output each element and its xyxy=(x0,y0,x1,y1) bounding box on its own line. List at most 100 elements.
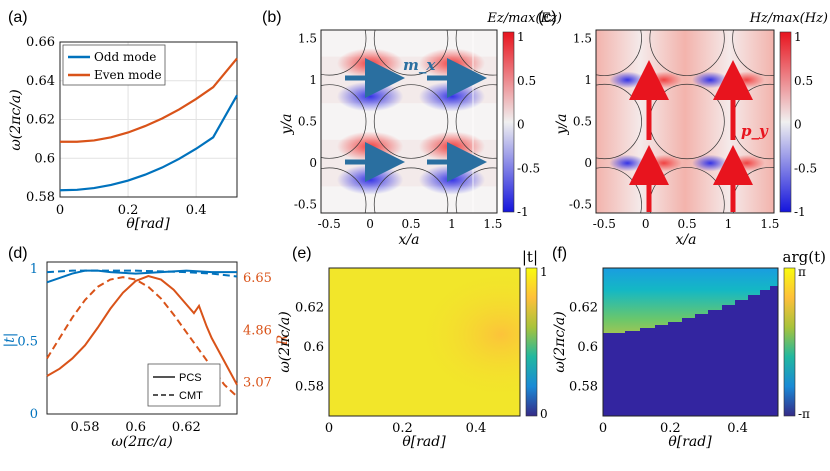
field-lobe-positive xyxy=(418,131,486,162)
y-axis-label-e: ω(2πc/a) xyxy=(277,311,293,372)
colorbar-tick-label: π xyxy=(798,265,806,279)
field-map-c xyxy=(596,30,774,213)
hole-outline xyxy=(455,167,497,213)
hole-outline xyxy=(596,167,642,213)
y-axis-label-a: ω(2πc/a) xyxy=(8,89,24,150)
y-tick-label-d-left: 0 xyxy=(30,407,38,422)
x-axis-label-a: θ[rad] xyxy=(126,216,170,232)
y-tick-label: 0.6 xyxy=(303,340,324,355)
series--t-pcs xyxy=(46,269,237,284)
x-axis-label-d: ω(2πc/a) xyxy=(111,434,172,450)
colorbar-tick-label: -1 xyxy=(517,205,529,219)
y-tick-label: 0.58 xyxy=(295,379,324,394)
y-tick-label-a: 0.66 xyxy=(26,35,55,50)
y-tick-label-a: 0.6 xyxy=(34,151,55,166)
y-tick-label-d-right: 6.65 xyxy=(243,271,272,286)
y-tick-label-a: 0.62 xyxy=(26,113,55,128)
x-tick-label-a: 0.2 xyxy=(118,203,139,218)
y-axis-label-f: ω(2πc/a) xyxy=(552,311,568,372)
y-axis-label-b: y/a xyxy=(279,114,295,136)
title-f: arg(t) xyxy=(783,248,826,266)
series-even-mode xyxy=(60,57,238,143)
hole-outline xyxy=(596,30,642,76)
field-lobe-negative xyxy=(336,81,404,112)
y-tick-label: 0 xyxy=(309,156,317,170)
panel-label-f: (f) xyxy=(552,245,567,262)
x-tick-label: 0 xyxy=(599,421,607,436)
hole-outline xyxy=(596,83,642,160)
x-tick-label: 0 xyxy=(642,217,650,231)
panel-d: (d) 0.58 0.6 0.62 0 0.5 1 3.07 4.86 6.65 PCS CMT… xyxy=(2,245,291,450)
y-tick-label: 0.62 xyxy=(569,300,598,315)
panel-c: (c) p_y -0.5 0 0.5 1 1.5 -0.5 0 0.5 1 1.5 1 0.5 0 -0… xyxy=(538,9,828,248)
hole-outline xyxy=(649,30,725,76)
colorbar-tick-label: 0 xyxy=(517,118,525,132)
x-tick-label: 0.5 xyxy=(678,217,697,231)
x-tick-label: 0 xyxy=(366,217,374,231)
colorbar-tick-label: 1 xyxy=(794,30,802,44)
colorbar-tick-label: 0 xyxy=(540,407,548,421)
colorbar-e xyxy=(525,267,538,417)
panel-b: (b) m_x -0.5 0 0.5 1 1.5 -0.5 0 0.5 1 1.5 1 0.5 0 -0… xyxy=(262,9,562,248)
hole-outline xyxy=(455,30,497,76)
colorbar-tick-label: -0.5 xyxy=(517,161,540,175)
y-tick-label: 1 xyxy=(584,73,592,87)
field-map-b xyxy=(321,30,497,213)
title-b: Ez/max(Ez) xyxy=(486,11,562,26)
colorbar-f xyxy=(783,267,796,417)
y-tick-label-d-right: 3.07 xyxy=(243,376,272,391)
y-tick-label: 0 xyxy=(584,156,592,170)
colorbar-b xyxy=(502,31,515,213)
hole-outline xyxy=(373,84,449,159)
colorbar-tick-label: 0.5 xyxy=(517,74,536,88)
y-axis-label-d-right: R xyxy=(275,334,291,346)
y-tick-label: -0.5 xyxy=(294,198,317,212)
x-tick-label: 1 xyxy=(725,217,733,231)
legend-d xyxy=(147,363,221,407)
y-tick-label: 0.58 xyxy=(569,379,598,394)
legend-a xyxy=(62,44,166,86)
annotation-mx: m_x xyxy=(403,56,436,74)
x-tick-label: -0.5 xyxy=(593,217,616,231)
y-tick-label: 1.5 xyxy=(573,31,592,45)
y-axis-label-c: y/a xyxy=(554,114,570,136)
x-tick-label: 1 xyxy=(448,217,456,231)
panel-label-a: (a) xyxy=(8,9,28,26)
plot-frame-d xyxy=(46,261,238,415)
x-axis-label-b: x/a xyxy=(399,232,420,248)
x-tick-label: 1.5 xyxy=(760,217,779,231)
x-axis-label-c: x/a xyxy=(676,232,697,248)
series--t-cmt xyxy=(46,269,238,278)
x-tick-label: 0 xyxy=(325,421,333,436)
panel-label-b: (b) xyxy=(262,9,282,26)
y-tick-label: 0.5 xyxy=(298,115,317,129)
plot-frame-a xyxy=(59,41,238,198)
colorbar-tick-label: -1 xyxy=(794,205,806,219)
legend-even-label: Even mode xyxy=(94,68,162,82)
panel-f: (f) 0 0.2 0.4 0.58 0.6 0.62 π -π arg(t) θ[rad]… xyxy=(552,245,826,450)
panel-label-c: (c) xyxy=(538,9,557,26)
x-tick-label: 0.2 xyxy=(660,421,681,436)
annotation-py: p_y xyxy=(741,122,769,140)
y-tick-label-d-left: 1 xyxy=(30,262,38,277)
field-lobe-negative xyxy=(418,164,486,195)
title-c: Hz/max(Hz) xyxy=(749,11,828,26)
x-tick-label-d: 0.58 xyxy=(71,420,100,435)
y-axis-label-d-left: |t| xyxy=(2,332,18,347)
colorbar-tick-label: 1 xyxy=(540,265,548,279)
series-r-cmt xyxy=(46,276,238,398)
y-tick-label: 0.6 xyxy=(577,340,598,355)
hole-outline xyxy=(321,167,367,213)
legend-pcs-label: PCS xyxy=(179,372,202,384)
x-axis-label-e: θ[rad] xyxy=(402,434,446,450)
series-r-pcs xyxy=(46,274,238,386)
field-lobe-positive xyxy=(336,131,404,162)
x-tick-label: 0.5 xyxy=(401,217,420,231)
legend-cmt-label: CMT xyxy=(179,390,203,402)
panel-a: (a) 0 0.2 0.40.580.60.620.640.66 Odd mode … xyxy=(8,9,238,232)
colorbar-tick-label: 0 xyxy=(794,118,802,132)
title-e: |t| xyxy=(522,248,538,266)
y-tick-label: 1.5 xyxy=(298,31,317,45)
y-tick-label-d-right: 4.86 xyxy=(243,323,272,338)
